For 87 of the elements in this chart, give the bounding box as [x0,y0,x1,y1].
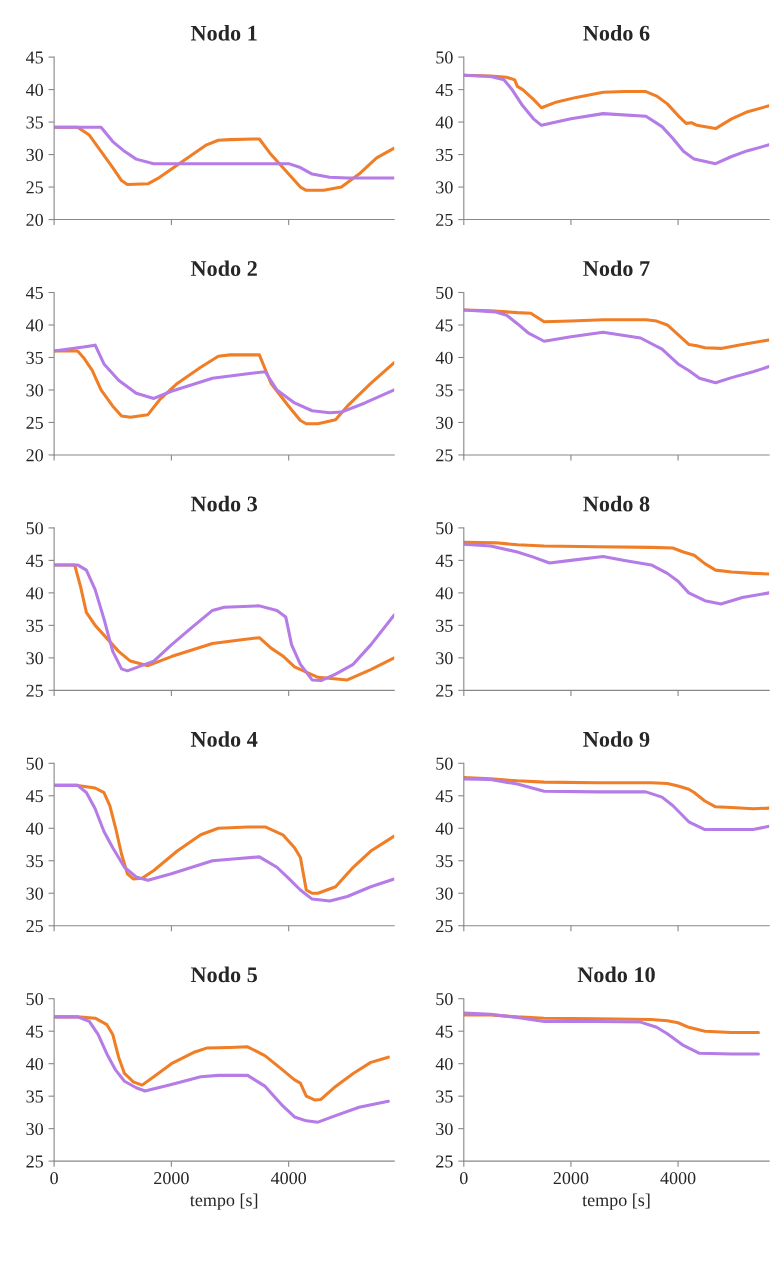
y-tick-label: 50 [26,757,43,770]
y-tick-label: 35 [436,619,453,632]
y-tick-label: 40 [435,822,453,835]
y-tick-label: 30 [26,652,43,665]
y-tick-label: 25 [26,684,43,697]
y-tick-label: 20 [26,449,43,462]
y-tick-label: 25 [26,920,43,933]
y-tick-label: 25 [26,1155,43,1168]
y-tick-label: 40 [25,83,43,97]
y-tick-label: 30 [26,384,43,397]
x-tick-label: 0 [459,1172,468,1185]
y-tick-label: 50 [436,286,453,299]
y-tick-label: 30 [26,1122,43,1136]
y-tick-label: 45 [435,554,453,567]
y-tick-label: 50 [436,992,453,1006]
y-tick-label: 25 [436,920,453,933]
y-tick-label: 30 [26,148,43,162]
y-tick-label: 35 [436,1090,453,1103]
chart-title: Nodo 9 [583,731,650,747]
y-tick-label: 30 [436,181,453,194]
x-tick-label: 4000 [660,1172,696,1185]
y-tick-label: 35 [26,619,43,632]
y-tick-label: 45 [25,554,43,567]
y-tick-label: 35 [436,384,453,397]
y-tick-label: 40 [435,1057,453,1071]
y-tick-label: 25 [26,181,43,194]
x-tick-label: 2000 [553,1172,589,1185]
y-tick-label: 25 [26,416,43,429]
y-tick-label: 30 [436,1122,453,1136]
line-series [463,542,770,606]
x-tick-label: 4000 [270,1172,307,1185]
y-tick-label: 35 [26,1090,43,1103]
line-series [463,1011,760,1056]
y-tick-label: 45 [25,51,43,64]
y-tick-label: 30 [26,887,43,900]
chart-title: Nodo 1 [190,25,257,41]
x-tick-label: 2000 [154,1172,189,1185]
y-tick-label: 50 [26,992,43,1006]
x-tick-label: 0 [50,1172,58,1185]
y-tick-label: 45 [25,790,43,803]
x-axis-title: tempo [s] [190,1193,258,1210]
y-tick-label: 45 [25,286,43,299]
line-series [54,343,395,415]
y-tick-label: 30 [436,652,453,665]
y-tick-label: 40 [25,319,43,332]
y-tick-label: 45 [435,83,453,97]
y-tick-label: 40 [25,822,43,835]
y-tick-label: 50 [436,51,453,64]
chart-title: Nodo 10 [577,966,655,983]
y-tick-label: 50 [26,522,43,535]
y-tick-label: 50 [436,757,453,770]
chart-title: Nodo 3 [190,495,258,512]
chart-title: Nodo 4 [190,731,258,747]
y-tick-label: 25 [436,213,453,226]
line-series [54,1015,390,1124]
line-series [463,308,770,385]
y-tick-label: 35 [26,855,43,868]
y-tick-label: 35 [436,855,453,868]
x-axis-title: tempo [s] [582,1193,650,1210]
line-series [54,125,395,180]
y-tick-label: 40 [435,587,453,600]
y-tick-label: 45 [435,1025,453,1038]
y-tick-label: 30 [436,887,453,900]
y-tick-label: 50 [436,522,453,535]
line-series [463,540,770,576]
y-tick-label: 40 [435,351,453,364]
y-tick-label: 45 [435,319,453,332]
chart-title: Nodo 2 [190,260,257,277]
line-series [463,73,770,166]
y-tick-label: 35 [436,148,453,162]
y-tick-label: 25 [436,449,453,462]
y-tick-label: 40 [435,116,453,129]
y-tick-label: 20 [26,213,43,226]
chart-title: Nodo 8 [583,495,650,512]
y-tick-label: 45 [25,1025,43,1038]
y-tick-label: 25 [436,684,453,697]
y-tick-label: 35 [26,116,43,129]
chart-title: Nodo 6 [583,25,650,41]
y-tick-label: 40 [25,587,43,600]
chart-title: Nodo 5 [190,966,258,983]
y-tick-label: 35 [26,351,43,364]
y-tick-label: 30 [436,416,453,429]
y-tick-label: 25 [436,1155,453,1168]
y-tick-label: 45 [435,790,453,803]
y-tick-label: 40 [25,1057,43,1071]
chart-title: Nodo 7 [583,260,650,277]
line-series [463,777,770,832]
